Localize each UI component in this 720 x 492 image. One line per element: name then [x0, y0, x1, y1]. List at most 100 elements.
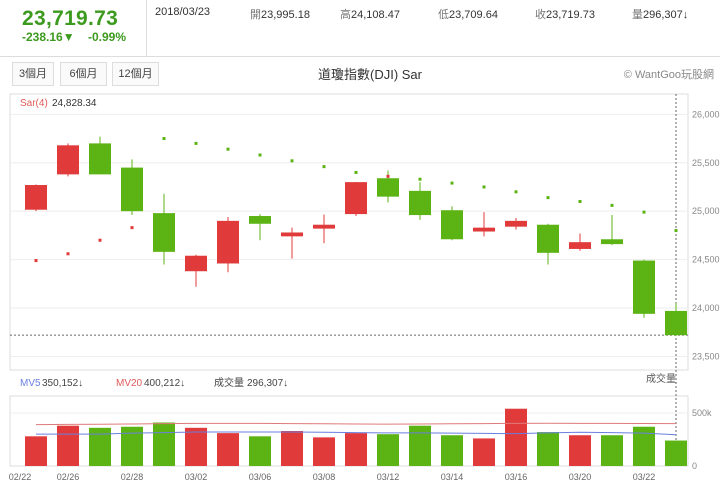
- candle-body: [345, 182, 367, 215]
- open-value: 23,995.18: [261, 9, 310, 21]
- low-value: 23,709.64: [449, 9, 498, 21]
- sar-label: Sar(4): [20, 98, 48, 109]
- sar-dot: [610, 203, 614, 207]
- volume-bar: [57, 425, 79, 466]
- volume-label: 量: [632, 9, 643, 21]
- candle-body: [537, 224, 559, 253]
- candle-body: [441, 210, 463, 240]
- sar-dot: [34, 259, 38, 263]
- sar-dot: [130, 226, 134, 230]
- candle-body: [633, 260, 655, 314]
- quote-close: 收23,719.73: [535, 6, 595, 22]
- volume-bar: [185, 427, 207, 466]
- date-tick-label: 03/08: [313, 472, 336, 482]
- sar-dot: [418, 177, 422, 181]
- date-tick-label: 02/22: [9, 472, 32, 482]
- volume-bar: [377, 434, 399, 466]
- volume-bar: [89, 427, 111, 466]
- sar-dot: [514, 190, 518, 194]
- close-value: 23,719.73: [546, 9, 595, 21]
- volume-tick-label: 0: [692, 461, 697, 471]
- sar-dots: [34, 137, 678, 263]
- sar-dot: [674, 229, 678, 233]
- sar-dot: [642, 210, 646, 214]
- date-tick-label: 03/12: [377, 472, 400, 482]
- volume-bar: [505, 408, 527, 466]
- sar-dot: [98, 238, 102, 242]
- chart-title: 道瓊指數(DJI) Sar: [317, 67, 422, 82]
- volume-bar: [153, 422, 175, 466]
- candle-body: [249, 216, 271, 224]
- grid: [9, 93, 689, 467]
- sar-dot: [482, 185, 486, 189]
- candle-body: [121, 167, 143, 212]
- sar-dot: [162, 137, 166, 141]
- range-6m-button[interactable]: 6個月: [60, 62, 107, 86]
- sar-dot: [290, 159, 294, 163]
- volume-bar: [665, 440, 687, 466]
- volume-bar: [633, 426, 655, 466]
- volume-pane-label: 成交量: [646, 372, 676, 385]
- sar-dot: [354, 170, 358, 174]
- credit-text: © WantGoo玩股網: [623, 69, 714, 81]
- sar-dot: [546, 196, 550, 200]
- price-change-pct: -0.99%: [88, 30, 127, 44]
- candle-body: [153, 213, 175, 252]
- sar-dot: [386, 174, 390, 178]
- volume-bar: [537, 432, 559, 466]
- date-tick-label: 03/02: [185, 472, 208, 482]
- sar-dot: [322, 165, 326, 169]
- low-label: 低: [438, 9, 449, 21]
- volume-tick-label: 500k: [692, 408, 712, 418]
- sar-dot: [194, 141, 198, 145]
- close-label: 收: [535, 9, 546, 21]
- volume-bar: [281, 431, 303, 466]
- date-tick-label: 03/06: [249, 472, 272, 482]
- volume-bar: [345, 433, 367, 466]
- candle-body: [569, 242, 591, 249]
- range-3m-button[interactable]: 3個月: [12, 62, 54, 86]
- sar-dot: [578, 199, 582, 203]
- candle-body: [473, 227, 495, 232]
- candle-body: [409, 190, 431, 216]
- quote-volume: 量296,307↓: [632, 6, 688, 22]
- candle-body: [217, 220, 239, 264]
- volume-bar: [313, 437, 335, 466]
- candle-body: [185, 255, 207, 272]
- candle-body: [505, 220, 527, 227]
- volume-value: 296,307↓: [643, 9, 689, 21]
- candle-body: [89, 143, 111, 175]
- sar-dot: [226, 147, 230, 151]
- last-price: 23,719.73: [22, 7, 119, 30]
- quote-date: 2018/03/23: [155, 6, 211, 18]
- candle-body: [281, 232, 303, 237]
- candlesticks: [25, 136, 687, 337]
- date-tick-label: 02/28: [121, 472, 144, 482]
- sar-dot: [258, 153, 262, 157]
- mv5-label: MV5: [20, 378, 41, 389]
- volume-bar: [25, 436, 47, 466]
- price-pane-frame: [9, 93, 689, 371]
- mv5-value: 350,152↓: [42, 378, 83, 389]
- candle-body: [25, 185, 47, 210]
- volume-bar: [441, 435, 463, 466]
- volume-bar: [601, 435, 623, 466]
- quote-low: 低23,709.64: [438, 6, 498, 22]
- price-tick-label: 25,500: [692, 158, 720, 168]
- quote-high: 高24,108.47: [340, 6, 400, 22]
- date-tick-label: 03/20: [569, 472, 592, 482]
- sar-value: 24,828.34: [52, 98, 97, 109]
- volume-bar: [249, 436, 271, 466]
- high-value: 24,108.47: [351, 9, 400, 21]
- price-tick-label: 23,500: [692, 351, 720, 361]
- price-box: 23,719.73 -238.16▼ -0.99%: [0, 0, 147, 56]
- mv5-line: [36, 431, 677, 436]
- candle-body: [665, 310, 687, 336]
- sar-dot: [450, 181, 454, 185]
- mv20-value: 400,212↓: [144, 378, 185, 389]
- range-12m-button[interactable]: 12個月: [112, 62, 159, 86]
- candle-body: [313, 224, 335, 229]
- date-tick-label: 03/16: [505, 472, 528, 482]
- mv20-line: [35, 422, 677, 426]
- candle-body: [57, 145, 79, 175]
